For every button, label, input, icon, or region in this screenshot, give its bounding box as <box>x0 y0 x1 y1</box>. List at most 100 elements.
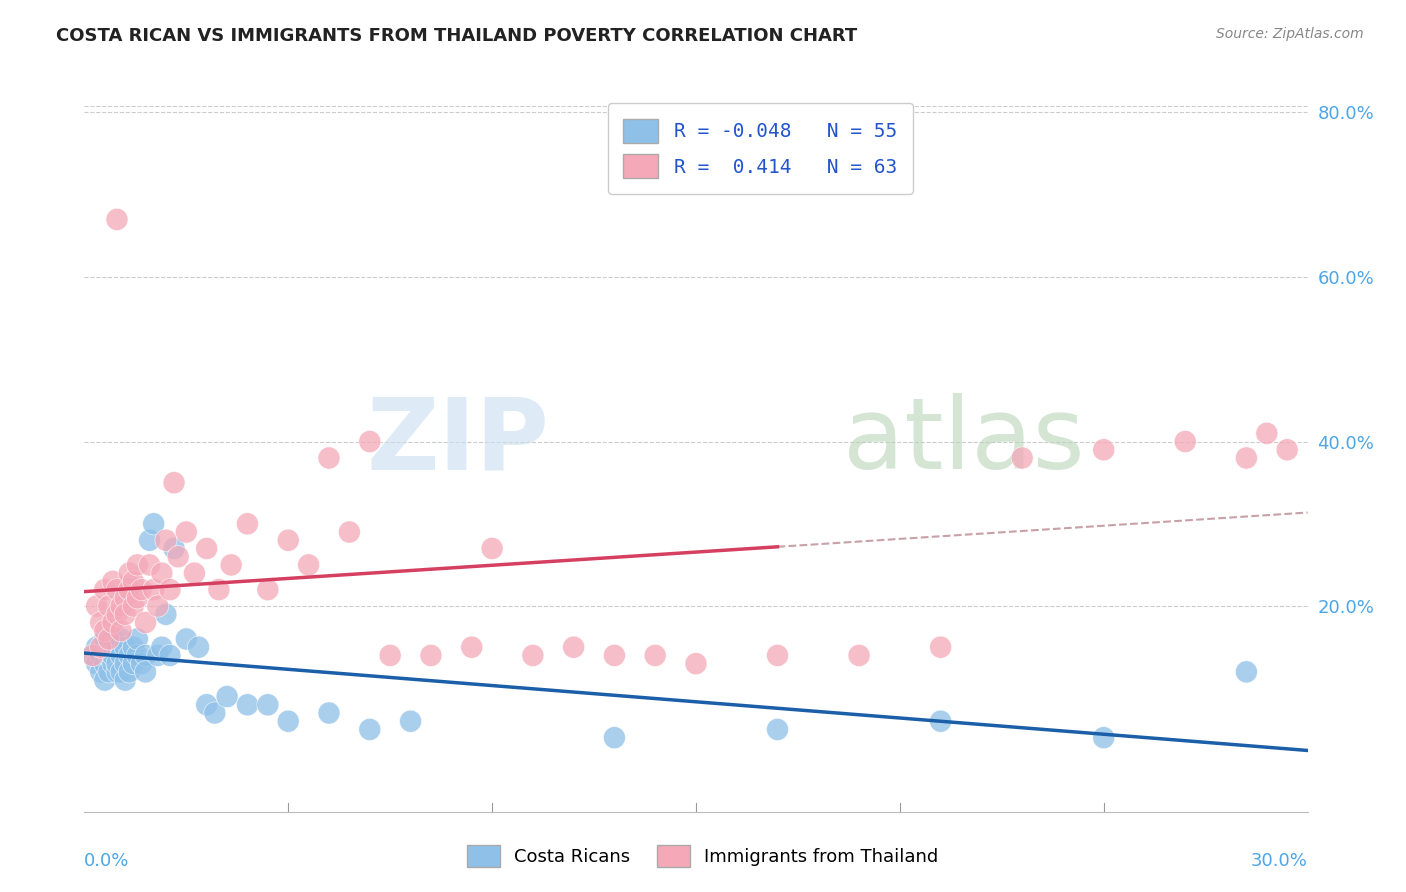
Ellipse shape <box>163 537 186 559</box>
Ellipse shape <box>163 472 186 494</box>
Ellipse shape <box>146 644 169 666</box>
Ellipse shape <box>187 636 209 658</box>
Ellipse shape <box>1011 447 1033 469</box>
Ellipse shape <box>82 644 104 666</box>
Ellipse shape <box>114 653 136 674</box>
Ellipse shape <box>90 611 111 633</box>
Legend: Costa Ricans, Immigrants from Thailand: Costa Ricans, Immigrants from Thailand <box>460 838 946 874</box>
Ellipse shape <box>110 644 132 666</box>
Ellipse shape <box>98 628 120 650</box>
Ellipse shape <box>150 562 173 584</box>
Ellipse shape <box>277 710 299 732</box>
Ellipse shape <box>86 653 108 674</box>
Ellipse shape <box>155 529 177 551</box>
Ellipse shape <box>90 636 111 658</box>
Legend: R = -0.048   N = 55, R =  0.414   N = 63: R = -0.048 N = 55, R = 0.414 N = 63 <box>607 103 912 194</box>
Ellipse shape <box>167 546 190 568</box>
Ellipse shape <box>277 529 299 551</box>
Ellipse shape <box>685 653 707 674</box>
Ellipse shape <box>122 636 145 658</box>
Ellipse shape <box>105 209 128 230</box>
Ellipse shape <box>318 447 340 469</box>
Ellipse shape <box>94 579 115 600</box>
Ellipse shape <box>86 595 108 617</box>
Ellipse shape <box>101 570 124 592</box>
Ellipse shape <box>101 611 124 633</box>
Ellipse shape <box>105 661 128 683</box>
Ellipse shape <box>101 628 124 650</box>
Ellipse shape <box>105 653 128 674</box>
Ellipse shape <box>420 644 441 666</box>
Ellipse shape <box>131 579 152 600</box>
Ellipse shape <box>257 579 278 600</box>
Ellipse shape <box>118 661 141 683</box>
Ellipse shape <box>603 727 626 748</box>
Ellipse shape <box>94 653 115 674</box>
Ellipse shape <box>127 554 149 576</box>
Ellipse shape <box>114 636 136 658</box>
Ellipse shape <box>217 685 238 707</box>
Ellipse shape <box>204 702 226 724</box>
Ellipse shape <box>90 644 111 666</box>
Ellipse shape <box>359 718 381 740</box>
Ellipse shape <box>766 718 789 740</box>
Ellipse shape <box>142 513 165 535</box>
Ellipse shape <box>766 644 789 666</box>
Ellipse shape <box>195 694 218 716</box>
Ellipse shape <box>86 636 108 658</box>
Ellipse shape <box>82 644 104 666</box>
Ellipse shape <box>236 694 259 716</box>
Ellipse shape <box>176 521 197 543</box>
Ellipse shape <box>122 570 145 592</box>
Ellipse shape <box>929 710 952 732</box>
Ellipse shape <box>142 579 165 600</box>
Ellipse shape <box>1256 422 1278 444</box>
Ellipse shape <box>110 620 132 642</box>
Ellipse shape <box>176 628 197 650</box>
Ellipse shape <box>114 587 136 609</box>
Ellipse shape <box>318 702 340 724</box>
Ellipse shape <box>122 653 145 674</box>
Text: atlas: atlas <box>842 393 1084 490</box>
Ellipse shape <box>139 554 160 576</box>
Ellipse shape <box>118 579 141 600</box>
Ellipse shape <box>105 579 128 600</box>
Text: COSTA RICAN VS IMMIGRANTS FROM THAILAND POVERTY CORRELATION CHART: COSTA RICAN VS IMMIGRANTS FROM THAILAND … <box>56 27 858 45</box>
Ellipse shape <box>236 513 259 535</box>
Ellipse shape <box>1236 447 1257 469</box>
Ellipse shape <box>195 537 218 559</box>
Ellipse shape <box>208 579 231 600</box>
Ellipse shape <box>603 644 626 666</box>
Ellipse shape <box>1174 431 1197 452</box>
Ellipse shape <box>183 562 205 584</box>
Ellipse shape <box>94 620 115 642</box>
Ellipse shape <box>461 636 482 658</box>
Ellipse shape <box>380 644 401 666</box>
Ellipse shape <box>644 644 666 666</box>
Ellipse shape <box>298 554 319 576</box>
Text: 30.0%: 30.0% <box>1251 853 1308 871</box>
Ellipse shape <box>929 636 952 658</box>
Ellipse shape <box>139 529 160 551</box>
Ellipse shape <box>98 595 120 617</box>
Ellipse shape <box>1092 727 1115 748</box>
Ellipse shape <box>105 636 128 658</box>
Ellipse shape <box>118 562 141 584</box>
Ellipse shape <box>110 628 132 650</box>
Ellipse shape <box>150 636 173 658</box>
Ellipse shape <box>98 644 120 666</box>
Ellipse shape <box>127 628 149 650</box>
Ellipse shape <box>127 644 149 666</box>
Ellipse shape <box>257 694 278 716</box>
Ellipse shape <box>110 595 132 617</box>
Ellipse shape <box>135 661 156 683</box>
Ellipse shape <box>114 669 136 691</box>
Ellipse shape <box>522 644 544 666</box>
Ellipse shape <box>122 595 145 617</box>
Ellipse shape <box>562 636 585 658</box>
Ellipse shape <box>114 603 136 625</box>
Ellipse shape <box>159 644 181 666</box>
Ellipse shape <box>131 653 152 674</box>
Text: Source: ZipAtlas.com: Source: ZipAtlas.com <box>1216 27 1364 41</box>
Ellipse shape <box>481 537 503 559</box>
